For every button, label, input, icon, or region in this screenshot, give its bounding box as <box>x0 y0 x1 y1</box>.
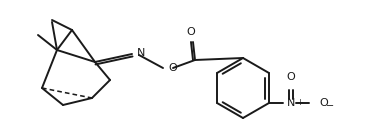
Text: O: O <box>319 98 328 108</box>
Text: −: − <box>326 101 334 111</box>
Text: +: + <box>296 98 303 107</box>
Text: N: N <box>137 48 146 58</box>
Text: N: N <box>287 98 295 108</box>
Text: O: O <box>287 72 295 82</box>
Text: O: O <box>187 27 195 37</box>
Text: O: O <box>168 63 177 73</box>
